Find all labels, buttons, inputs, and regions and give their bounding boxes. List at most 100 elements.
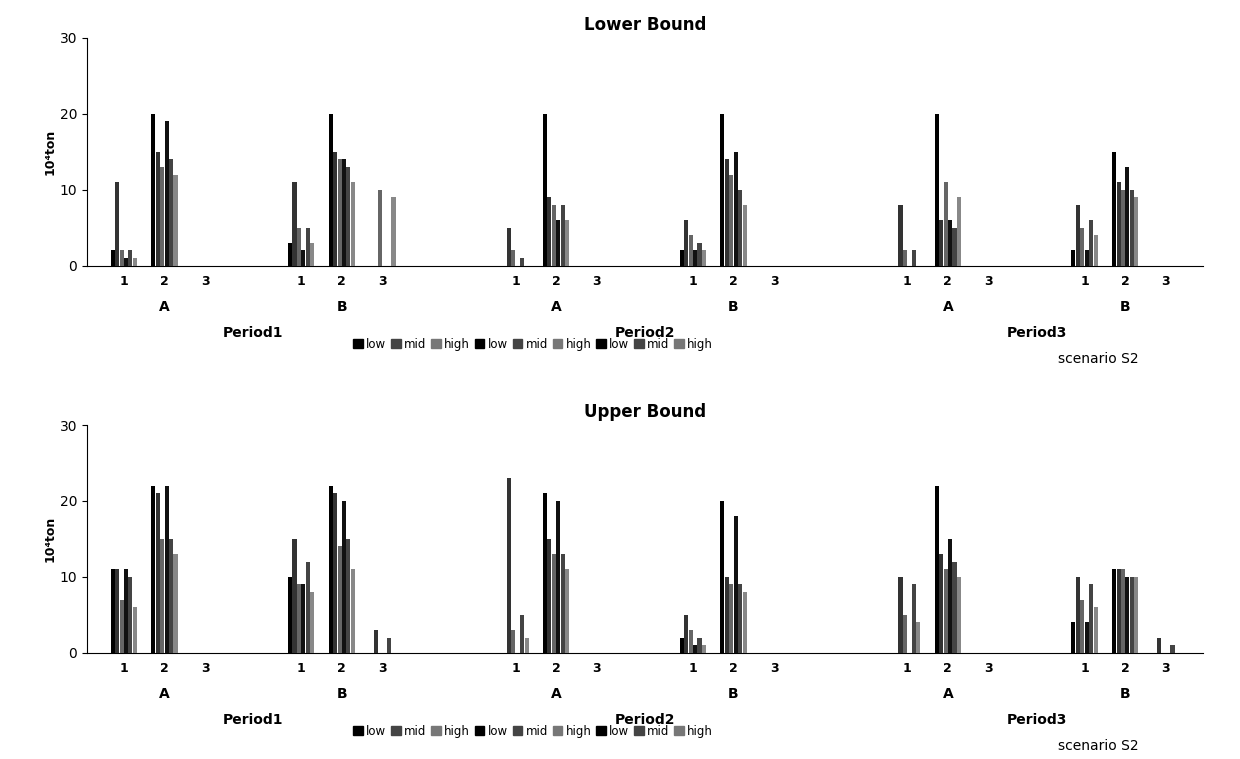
Bar	[129, 250, 133, 266]
Bar	[899, 205, 903, 266]
Bar	[702, 645, 706, 653]
Bar	[151, 486, 155, 653]
Bar	[720, 501, 724, 653]
Bar	[378, 190, 382, 266]
Bar	[169, 539, 174, 653]
Bar	[115, 569, 119, 653]
Text: Period3: Period3	[1007, 326, 1066, 340]
Bar	[1085, 250, 1089, 266]
Bar	[342, 159, 346, 266]
Bar	[351, 182, 355, 266]
Bar	[1126, 167, 1130, 266]
Bar	[156, 493, 160, 653]
Bar	[156, 152, 160, 266]
Text: A: A	[942, 687, 954, 701]
Bar	[547, 539, 552, 653]
Bar	[1130, 577, 1133, 653]
Bar	[351, 569, 355, 653]
Bar	[560, 554, 564, 653]
Bar	[911, 584, 916, 653]
Bar	[174, 175, 177, 266]
Bar	[1157, 638, 1161, 653]
Bar	[552, 554, 556, 653]
Bar	[520, 258, 525, 266]
Bar	[944, 569, 947, 653]
Bar	[1130, 190, 1133, 266]
Bar	[911, 250, 916, 266]
Bar	[684, 615, 688, 653]
Bar	[552, 205, 556, 266]
Bar	[329, 486, 332, 653]
Bar	[133, 607, 136, 653]
Bar	[1089, 220, 1094, 266]
Bar	[160, 167, 164, 266]
Bar	[693, 645, 697, 653]
Bar	[301, 584, 305, 653]
Bar	[1112, 152, 1116, 266]
Bar	[720, 114, 724, 266]
Bar	[543, 493, 547, 653]
Bar	[119, 600, 124, 653]
Bar	[169, 159, 174, 266]
Bar	[693, 250, 697, 266]
Bar	[702, 250, 706, 266]
Text: A: A	[551, 687, 562, 701]
Bar	[511, 250, 516, 266]
Bar	[296, 228, 301, 266]
Bar	[903, 615, 906, 653]
Bar	[725, 577, 729, 653]
Bar	[306, 228, 310, 266]
Bar	[129, 577, 133, 653]
Bar	[743, 205, 746, 266]
Text: Period2: Period2	[615, 713, 675, 727]
Y-axis label: 10⁴ton: 10⁴ton	[43, 516, 57, 562]
Bar	[301, 250, 305, 266]
Bar	[310, 243, 314, 266]
Bar	[296, 584, 301, 653]
Bar	[160, 539, 164, 653]
Bar	[684, 220, 688, 266]
Bar	[729, 175, 733, 266]
Bar	[697, 243, 702, 266]
Bar	[110, 250, 115, 266]
Bar	[507, 228, 511, 266]
Bar	[507, 478, 511, 653]
Text: Period2: Period2	[615, 326, 675, 340]
Legend: low, mid, high, low, mid, high, low, mid, high: low, mid, high, low, mid, high, low, mid…	[348, 333, 718, 355]
Bar	[124, 258, 128, 266]
Bar	[729, 584, 733, 653]
Bar	[725, 159, 729, 266]
Bar	[342, 501, 346, 653]
Text: B: B	[728, 300, 739, 313]
Bar	[560, 205, 564, 266]
Bar	[557, 501, 560, 653]
Bar	[949, 539, 952, 653]
Bar	[373, 630, 378, 653]
Text: Period3: Period3	[1007, 713, 1066, 727]
Text: Period1: Period1	[223, 713, 284, 727]
Bar	[124, 569, 128, 653]
Text: scenario S2: scenario S2	[1058, 352, 1138, 366]
Bar	[903, 250, 906, 266]
Bar	[520, 615, 525, 653]
Bar	[944, 182, 947, 266]
Bar	[935, 114, 939, 266]
Text: A: A	[551, 300, 562, 313]
Bar	[1094, 235, 1097, 266]
Bar	[1085, 622, 1089, 653]
Bar	[293, 539, 296, 653]
Bar	[1121, 190, 1125, 266]
Bar	[346, 167, 351, 266]
Bar	[1171, 645, 1174, 653]
Text: B: B	[728, 687, 739, 701]
Bar	[565, 569, 569, 653]
Text: A: A	[942, 300, 954, 313]
Bar	[952, 562, 956, 653]
Bar	[387, 638, 391, 653]
Bar	[957, 577, 961, 653]
Bar	[1071, 250, 1075, 266]
Bar	[1135, 577, 1138, 653]
Bar	[738, 584, 743, 653]
Bar	[1116, 182, 1121, 266]
Title: Lower Bound: Lower Bound	[584, 16, 706, 33]
